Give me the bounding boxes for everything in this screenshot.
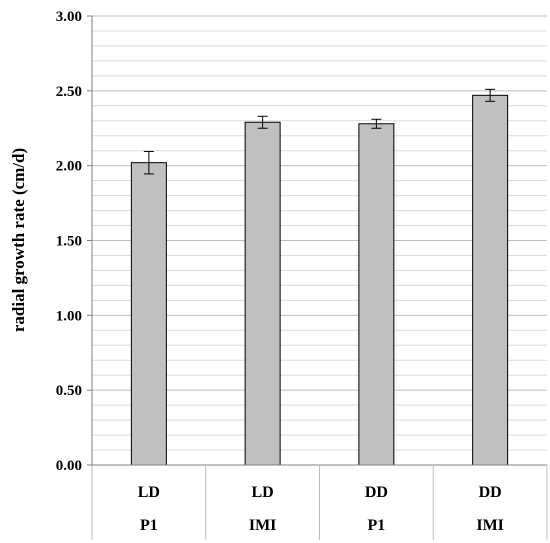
grid-lines xyxy=(92,15,547,451)
category-label-bottom: P1 xyxy=(140,517,158,534)
category-labels: LD P1 LD IMI DD P1 DD IMI xyxy=(138,484,504,534)
bar xyxy=(358,123,395,466)
category-label-bottom: P1 xyxy=(367,517,385,534)
bar xyxy=(244,121,281,466)
category-label-top: LD xyxy=(252,484,274,501)
category-label-top: LD xyxy=(138,484,160,501)
y-tick-label: 0.00 xyxy=(56,458,82,474)
bar xyxy=(130,162,167,466)
y-axis-title: radial growth rate (cm/d) xyxy=(9,148,28,332)
axes xyxy=(87,15,548,540)
category-label-top: DD xyxy=(365,484,388,501)
error-bars xyxy=(143,88,496,175)
y-tick-label: 1.00 xyxy=(56,308,82,324)
category-label-top: DD xyxy=(479,484,502,501)
bar xyxy=(472,94,509,466)
y-tick-label: 0.50 xyxy=(56,383,82,399)
bars xyxy=(130,94,509,466)
y-tick-label: 3.00 xyxy=(56,9,82,25)
category-label-bottom: IMI xyxy=(249,517,277,534)
y-tick-label: 2.00 xyxy=(56,159,82,175)
category-label-bottom: IMI xyxy=(476,517,504,534)
y-tick-label: 2.50 xyxy=(56,84,82,100)
y-tick-labels: 0.00 0.50 1.00 1.50 2.00 2.50 3.00 xyxy=(56,9,82,474)
y-tick-label: 1.50 xyxy=(56,234,82,250)
